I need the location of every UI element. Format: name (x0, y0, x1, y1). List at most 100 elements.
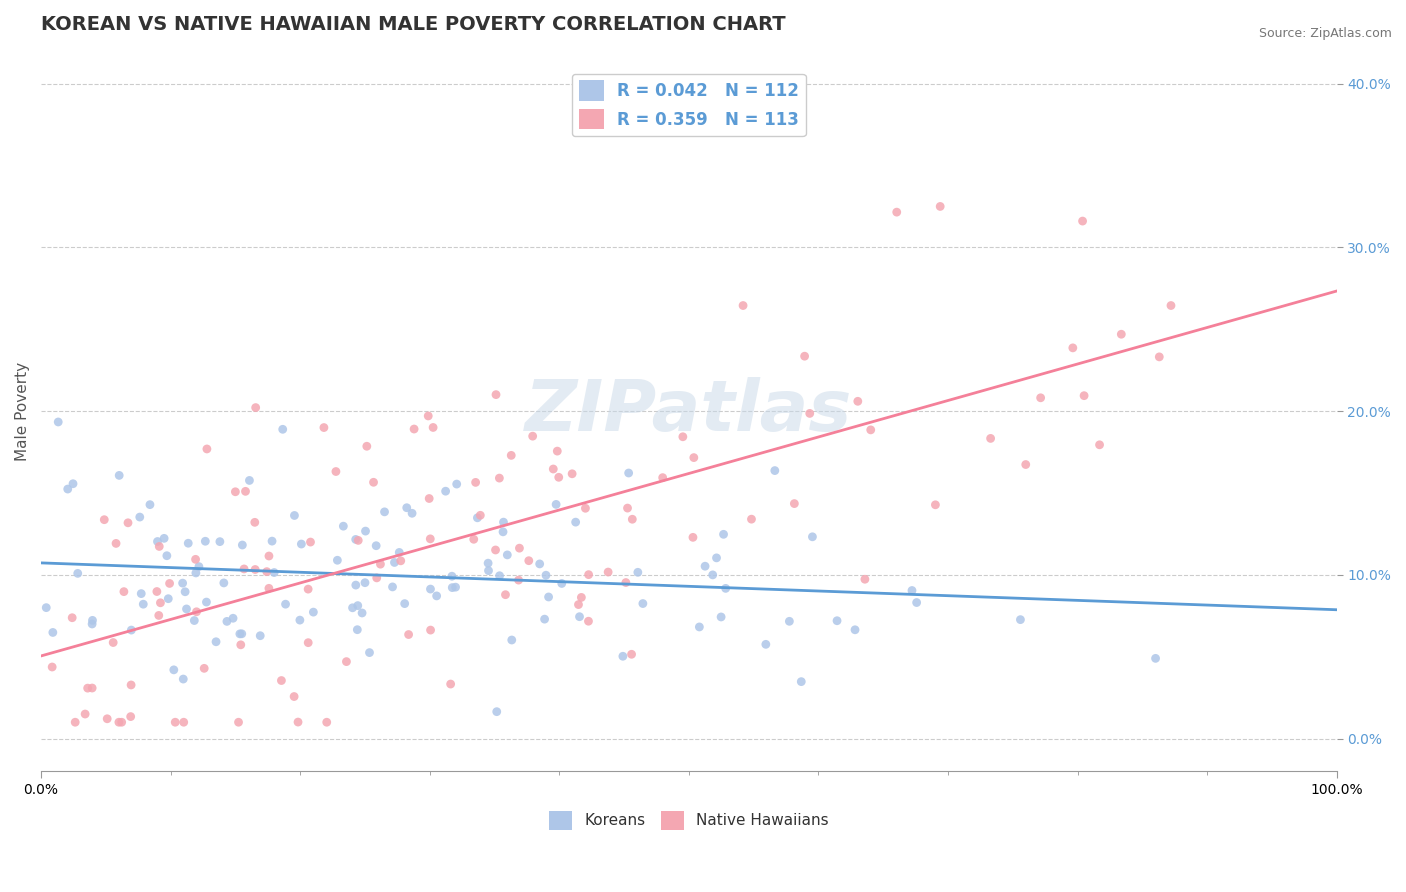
Point (444, 580, 467, 594)
Point (288, 613, 311, 627)
Point (533, 612, 555, 626)
Point (231, 538, 253, 552)
Point (346, 599, 368, 613)
Point (1088, 438, 1111, 452)
Point (546, 497, 568, 511)
Point (546, 444, 568, 458)
Y-axis label: Male Poverty: Male Poverty (15, 361, 30, 460)
Point (1029, 391, 1052, 405)
Point (825, 614, 848, 628)
Point (1010, 613, 1032, 627)
Point (426, 589, 449, 603)
Point (332, 519, 354, 533)
Point (363, 475, 385, 490)
Point (173, 715, 195, 730)
Point (477, 556, 499, 570)
Point (120, 623, 142, 637)
Point (283, 508, 305, 523)
Point (980, 431, 1002, 445)
Point (901, 583, 924, 598)
Point (1073, 389, 1095, 403)
Point (464, 475, 486, 490)
Point (418, 491, 440, 506)
Point (501, 632, 523, 647)
Point (105, 536, 128, 550)
Text: Source: ZipAtlas.com: Source: ZipAtlas.com (1258, 27, 1392, 40)
Point (381, 580, 404, 594)
Point (366, 539, 388, 553)
Point (312, 420, 335, 434)
Point (492, 515, 515, 529)
Point (212, 576, 235, 591)
Point (262, 534, 284, 549)
Point (354, 524, 377, 538)
Point (172, 576, 194, 591)
Point (682, 530, 704, 544)
Point (561, 467, 583, 481)
Point (159, 576, 181, 591)
Point (853, 572, 876, 586)
Point (108, 468, 131, 483)
Point (702, 567, 724, 582)
Point (172, 672, 194, 686)
Point (129, 586, 152, 600)
Point (621, 512, 644, 526)
Point (1071, 214, 1094, 228)
Point (148, 608, 170, 623)
Point (335, 655, 357, 669)
Point (370, 557, 392, 571)
Point (82, 681, 104, 695)
Point (398, 627, 420, 641)
Point (82, 613, 104, 627)
Point (470, 508, 492, 523)
Point (714, 582, 737, 596)
Point (257, 582, 280, 596)
Point (492, 524, 515, 539)
Point (352, 606, 374, 620)
Point (75, 706, 97, 721)
Point (163, 663, 186, 677)
Point (627, 566, 650, 580)
Point (793, 349, 815, 363)
Point (270, 673, 292, 688)
Point (299, 535, 322, 549)
Point (517, 554, 540, 568)
Point (229, 627, 252, 641)
Legend: Koreans, Native Hawaiians: Koreans, Native Hawaiians (543, 805, 835, 836)
Point (63, 715, 86, 730)
Point (245, 401, 267, 415)
Point (208, 534, 231, 549)
Point (342, 600, 364, 615)
Point (187, 559, 209, 574)
Point (354, 575, 377, 590)
Point (620, 648, 643, 662)
Point (157, 591, 180, 606)
Point (508, 573, 530, 587)
Point (46, 415, 69, 429)
Point (176, 602, 198, 616)
Point (740, 512, 762, 526)
Point (578, 614, 600, 628)
Point (60, 611, 83, 625)
Point (165, 715, 187, 730)
Point (422, 420, 444, 434)
Point (263, 566, 285, 580)
Point (496, 548, 519, 562)
Point (731, 299, 754, 313)
Point (440, 677, 463, 691)
Point (763, 464, 786, 478)
Point (56, 482, 79, 496)
Point (778, 615, 800, 629)
Point (271, 422, 294, 436)
Point (419, 623, 441, 637)
Point (578, 567, 600, 582)
Point (617, 466, 640, 480)
Point (564, 515, 586, 529)
Point (485, 705, 508, 719)
Point (616, 501, 638, 516)
Point (117, 516, 139, 530)
Point (755, 637, 778, 651)
Point (120, 709, 142, 723)
Point (153, 532, 176, 546)
Point (42, 625, 65, 640)
